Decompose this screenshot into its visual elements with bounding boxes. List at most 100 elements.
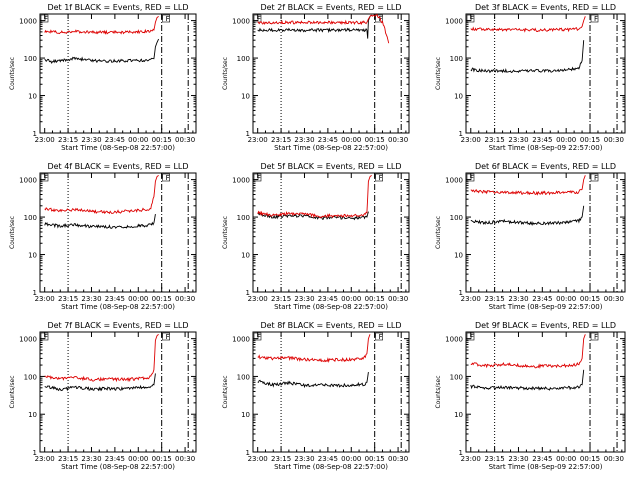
x-tick-label: 00:30 bbox=[175, 455, 195, 463]
y-tick-label: 100 bbox=[24, 55, 37, 63]
annotation-box bbox=[375, 173, 383, 182]
events-series-line bbox=[44, 214, 156, 229]
annotation-label: F bbox=[470, 15, 474, 23]
x-axis-label: Start Time (08-Sep-08 22:57:00) bbox=[274, 303, 388, 311]
lld-series-line bbox=[470, 334, 586, 369]
annotation-box bbox=[466, 332, 475, 341]
y-axis-label: Counts/sec bbox=[222, 375, 229, 408]
x-tick-label: 23:15 bbox=[271, 136, 291, 144]
y-tick-label: 10 bbox=[454, 252, 463, 260]
chart-panel-3: Det 3f BLACK = Events, RED = LLD Counts/s… bbox=[435, 3, 626, 152]
x-axis-label: Start Time (08-Sep-09 22:57:00) bbox=[489, 463, 603, 471]
x-tick-label: 00:00 bbox=[341, 136, 361, 144]
x-tick-label: 00:15 bbox=[580, 136, 600, 144]
chart-title: Det 8f BLACK = Events, RED = LLD bbox=[260, 321, 401, 330]
annotation-label: F bbox=[166, 15, 170, 23]
annotation-label: F bbox=[257, 15, 261, 23]
events-series-line bbox=[257, 372, 369, 389]
events-series-line bbox=[44, 373, 156, 392]
x-tick-label: 00:30 bbox=[388, 455, 408, 463]
x-tick-label: 23:15 bbox=[58, 295, 78, 303]
plot-frame bbox=[39, 172, 197, 293]
annotation-box bbox=[590, 14, 599, 23]
chart-panel-8: Det 8f BLACK = Events, RED = LLD Counts/s… bbox=[222, 321, 410, 471]
events-series-line bbox=[470, 205, 585, 226]
y-tick-label: 1000 bbox=[19, 18, 37, 26]
plot-frame bbox=[252, 172, 410, 293]
x-tick-label: 00:00 bbox=[128, 295, 148, 303]
x-tick-label: 23:15 bbox=[58, 136, 78, 144]
chart-title: Det 9f BLACK = Events, RED = LLD bbox=[475, 321, 616, 330]
x-tick-label: 00:15 bbox=[152, 295, 172, 303]
chart-title: Det 4f BLACK = Events, RED = LLD bbox=[47, 162, 188, 171]
x-tick-label: 00:00 bbox=[341, 455, 361, 463]
lld-series-line bbox=[44, 174, 159, 215]
x-tick-label: 23:45 bbox=[318, 295, 338, 303]
x-tick-label: 00:15 bbox=[580, 295, 600, 303]
annotation-box bbox=[590, 173, 599, 182]
x-tick-label: 23:00 bbox=[461, 455, 481, 463]
y-tick-label: 100 bbox=[237, 214, 250, 222]
y-tick-label: 1 bbox=[33, 449, 37, 457]
chart-title: Det 1f BLACK = Events, RED = LLD bbox=[47, 3, 188, 12]
annotation-label: F bbox=[257, 333, 261, 341]
x-tick-label: 23:00 bbox=[248, 136, 268, 144]
annotation-box bbox=[590, 332, 599, 341]
annotation-box bbox=[253, 173, 262, 182]
plot-frame bbox=[39, 331, 197, 453]
y-tick-label: 10 bbox=[241, 93, 250, 101]
annotation-box bbox=[466, 14, 475, 23]
x-tick-label: 23:30 bbox=[508, 136, 528, 144]
y-axis-label: Counts/sec bbox=[9, 216, 16, 249]
plot-frame bbox=[252, 13, 410, 134]
y-tick-label: 1000 bbox=[19, 177, 37, 185]
events-series-line bbox=[257, 14, 372, 39]
annotation-label: F bbox=[594, 15, 598, 23]
x-tick-label: 23:30 bbox=[81, 136, 101, 144]
x-tick-label: 23:45 bbox=[105, 455, 125, 463]
x-tick-label: 23:30 bbox=[81, 295, 101, 303]
lld-series-line bbox=[470, 16, 586, 33]
lld-series-line bbox=[257, 174, 372, 219]
chart-panel-6: Det 6f BLACK = Events, RED = LLD Counts/s… bbox=[435, 162, 626, 311]
y-tick-label: 10 bbox=[241, 411, 250, 419]
x-tick-label: 00:30 bbox=[604, 455, 624, 463]
chart-panel-1: Det 1f BLACK = Events, RED = LLD Counts/s… bbox=[9, 3, 197, 152]
lld-series-line bbox=[470, 175, 586, 196]
annotation-label: F bbox=[379, 333, 383, 341]
plot-frame bbox=[39, 13, 197, 134]
y-tick-label: 100 bbox=[237, 55, 250, 63]
lld-series-line bbox=[44, 333, 159, 383]
annotation-label: F bbox=[594, 174, 598, 182]
y-tick-label: 100 bbox=[24, 214, 37, 222]
lld-series-line bbox=[257, 14, 390, 44]
x-tick-label: 23:00 bbox=[35, 136, 55, 144]
events-series-line bbox=[470, 40, 585, 74]
x-tick-label: 23:15 bbox=[485, 455, 505, 463]
chart-panel-5: Det 5f BLACK = Events, RED = LLD Counts/s… bbox=[222, 162, 410, 311]
x-tick-label: 00:30 bbox=[604, 136, 624, 144]
x-tick-label: 23:00 bbox=[461, 295, 481, 303]
y-tick-label: 100 bbox=[450, 55, 463, 63]
annotation-label: F bbox=[166, 333, 170, 341]
annotation-box bbox=[40, 14, 49, 23]
x-tick-label: 00:00 bbox=[556, 136, 576, 144]
chart-title: Det 2f BLACK = Events, RED = LLD bbox=[260, 3, 401, 12]
x-tick-label: 00:00 bbox=[341, 295, 361, 303]
chart-title: Det 6f BLACK = Events, RED = LLD bbox=[475, 162, 616, 171]
x-tick-label: 00:30 bbox=[388, 295, 408, 303]
x-tick-label: 23:45 bbox=[532, 455, 552, 463]
annotation-box bbox=[253, 14, 262, 23]
x-tick-label: 23:15 bbox=[271, 455, 291, 463]
annotation-box bbox=[162, 173, 170, 182]
x-tick-label: 23:45 bbox=[105, 295, 125, 303]
y-tick-label: 100 bbox=[237, 373, 250, 381]
x-axis-label: Start Time (08-Sep-08 22:57:00) bbox=[61, 144, 175, 152]
chart-panel-2: Det 2f BLACK = Events, RED = LLD Counts/s… bbox=[222, 3, 410, 152]
x-tick-label: 23:15 bbox=[485, 136, 505, 144]
x-tick-label: 00:15 bbox=[365, 136, 385, 144]
x-tick-label: 23:00 bbox=[35, 455, 55, 463]
y-tick-label: 1000 bbox=[232, 18, 250, 26]
chart-panel-7: Det 7f BLACK = Events, RED = LLD Counts/s… bbox=[9, 321, 197, 471]
annotation-label: F bbox=[166, 174, 170, 182]
